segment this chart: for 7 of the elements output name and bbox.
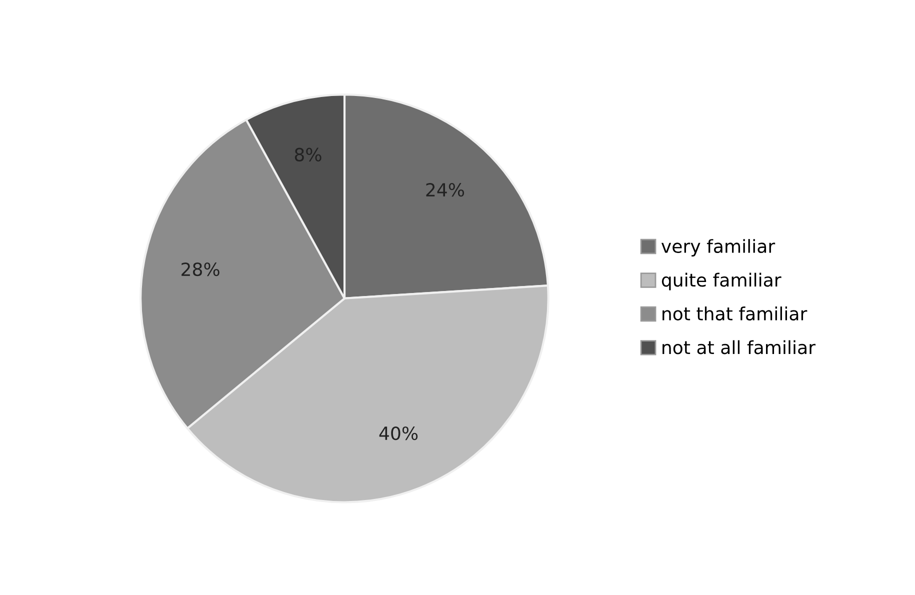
legend-label: not at all familiar <box>662 340 816 354</box>
legend-label: quite familiar <box>662 272 782 290</box>
data-label: 24% <box>426 182 464 197</box>
legend-label: not that familiar <box>662 306 808 320</box>
legend-label: very familiar <box>661 239 776 257</box>
data-label: 40% <box>379 426 418 440</box>
data-label: 28% <box>182 262 220 276</box>
